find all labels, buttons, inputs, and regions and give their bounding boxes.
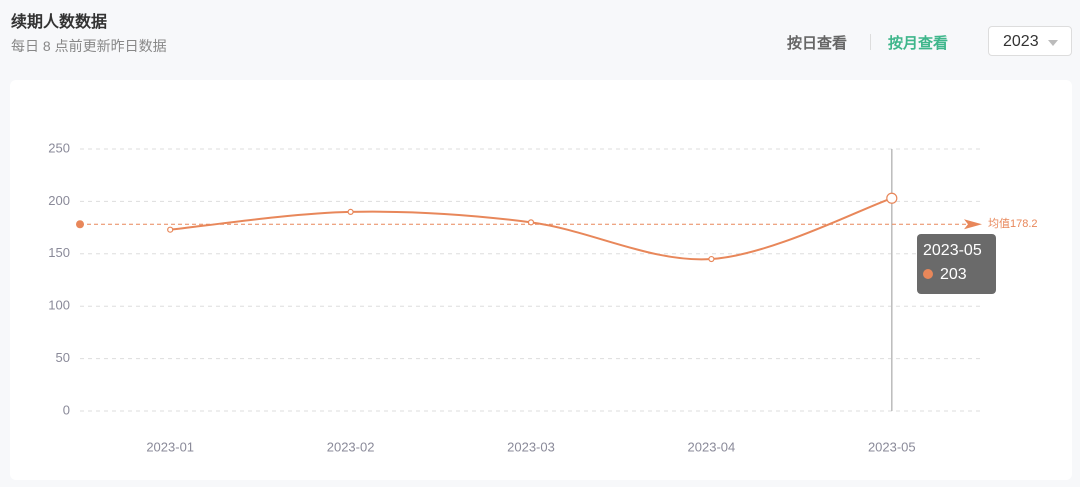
- separator: [870, 34, 871, 50]
- y-tick-label: 250: [48, 140, 70, 155]
- subtitle: 每日 8 点前更新昨日数据: [11, 38, 167, 54]
- y-tick-label: 50: [56, 350, 70, 365]
- tooltip: 2023-05 203: [917, 234, 996, 294]
- mean-label: 均值178.2: [988, 217, 1038, 230]
- x-tick-label: 2023-01: [146, 439, 194, 454]
- point: [167, 226, 174, 233]
- point: [347, 208, 354, 215]
- dropdown-arrow: [1048, 40, 1058, 46]
- y-tick-label: 200: [48, 193, 70, 208]
- tooltip-dot: [923, 269, 933, 279]
- day-view-button[interactable]: 按日查看: [787, 35, 848, 52]
- y-tick-label: 100: [48, 298, 70, 313]
- tooltip-value: 203: [940, 266, 967, 283]
- point: [708, 255, 715, 263]
- chart-card: [10, 80, 1072, 480]
- tooltip-category: 2023-05: [923, 242, 982, 259]
- line: [170, 197, 893, 261]
- y-tick-label: 150: [48, 245, 70, 260]
- month-view-button[interactable]: 按月查看: [888, 35, 949, 52]
- point: [886, 192, 898, 204]
- mean-start: [76, 220, 84, 229]
- year-value: 2023: [1003, 33, 1039, 50]
- year-select[interactable]: 2023: [988, 26, 1072, 56]
- x-tick-label: 2023-02: [327, 439, 375, 454]
- point: [527, 219, 535, 226]
- mean-arrow: [964, 219, 982, 230]
- x-tick-label: 2023-03: [507, 439, 555, 454]
- title: 续期人数数据: [11, 14, 108, 31]
- y-tick-label: 0: [63, 402, 70, 417]
- x-tick-label: 2023-05: [868, 439, 916, 454]
- x-tick-label: 2023-04: [688, 439, 736, 454]
